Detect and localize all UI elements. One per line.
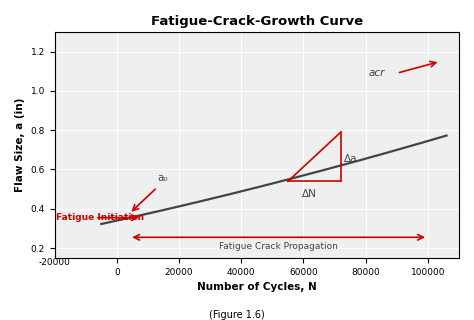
Text: a₀: a₀	[157, 173, 168, 183]
Title: Fatigue-Crack-Growth Curve: Fatigue-Crack-Growth Curve	[151, 15, 363, 28]
Text: -20000: -20000	[39, 258, 71, 267]
Text: Δa: Δa	[344, 154, 357, 164]
Y-axis label: Flaw Size, a (in): Flaw Size, a (in)	[15, 98, 25, 192]
Text: Fatigue Crack Propagation: Fatigue Crack Propagation	[219, 242, 338, 251]
Text: ΔN: ΔN	[302, 189, 317, 199]
Text: (Figure 1.6): (Figure 1.6)	[209, 310, 265, 320]
X-axis label: Number of Cycles, N: Number of Cycles, N	[197, 282, 317, 292]
Text: Fatigue Initiation: Fatigue Initiation	[56, 213, 144, 222]
Text: acr: acr	[369, 68, 385, 78]
